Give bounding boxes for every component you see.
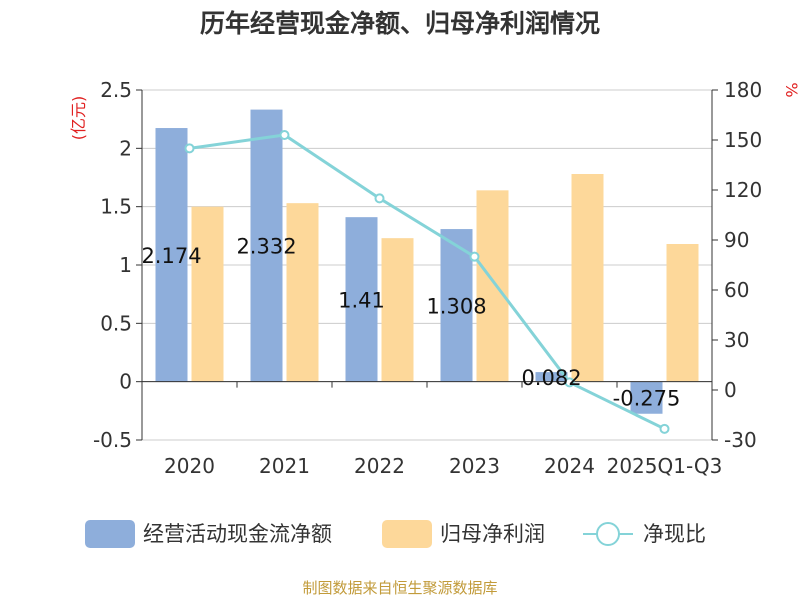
source-note: 制图数据来自恒生聚源数据库 xyxy=(302,579,497,597)
ratio-line xyxy=(189,133,666,431)
ratio-point xyxy=(564,377,575,388)
cashflow-data-label: -0.275 xyxy=(613,387,681,411)
ratio-line-layer xyxy=(184,130,670,434)
legend: 经营活动现金流净额 归母净利润 净现比 xyxy=(85,520,706,548)
cashflow-data-label: 2.332 xyxy=(236,235,296,259)
profit-bar xyxy=(476,190,509,382)
right-tick-label: 120 xyxy=(724,178,762,202)
cashflow-data-label: 1.308 xyxy=(426,294,486,318)
cashflow-bar xyxy=(440,229,473,382)
x-tick-label: 2021 xyxy=(259,454,310,478)
profit-bar xyxy=(381,238,414,382)
left-tick-label: 1 xyxy=(119,253,132,277)
legend-label-cashflow: 经营活动现金流净额 xyxy=(143,522,332,546)
cashflow-bar xyxy=(250,109,283,382)
cashflow-bar xyxy=(345,217,378,382)
left-tick-label: 0 xyxy=(119,370,132,394)
ratio-point xyxy=(184,143,195,154)
left-tick-label: 1.5 xyxy=(100,195,132,219)
x-tick-label: 2023 xyxy=(449,454,500,478)
right-tick-label: 0 xyxy=(724,378,737,402)
cashflow-bar xyxy=(155,128,188,382)
cashflow-data-label: 0.082 xyxy=(521,366,581,390)
x-axis-ticks: 2020 2021 2022 2023 2024 2025Q1-Q3 xyxy=(164,454,722,478)
cashflow-data-label: 1.41 xyxy=(338,288,385,312)
legend-swatch-ratio-marker xyxy=(596,522,620,546)
right-tick-label: -30 xyxy=(724,428,757,452)
left-axis-ticks: -0.5 0 0.5 1 1.5 2 2.5 xyxy=(93,78,142,452)
cashflow-data-label: 2.174 xyxy=(141,244,201,268)
right-tick-label: 60 xyxy=(724,278,749,302)
profit-bar xyxy=(666,244,699,382)
data-labels: 2.174 2.332 1.41 1.308 0.082 -0.275 xyxy=(141,235,680,411)
profit-bar xyxy=(571,174,604,382)
legend-swatch-cashflow xyxy=(85,520,135,548)
x-tick-label: 2020 xyxy=(164,454,215,478)
right-axis-unit: % xyxy=(782,82,800,97)
ratio-point xyxy=(374,193,385,204)
legend-swatch-profit xyxy=(382,520,432,548)
bars xyxy=(155,109,699,414)
left-tick-label: 2.5 xyxy=(100,78,132,102)
right-axis-ticks: -30 0 30 60 90 120 150 180 xyxy=(712,78,762,452)
left-axis-unit: (亿元) xyxy=(69,96,88,141)
cashflow-bar xyxy=(535,372,568,382)
axes xyxy=(141,90,713,440)
right-tick-label: 150 xyxy=(724,128,762,152)
x-tick-label: 2024 xyxy=(544,454,595,478)
ratio-point xyxy=(279,130,290,140)
right-tick-label: 180 xyxy=(724,78,762,102)
legend-label-ratio: 净现比 xyxy=(643,522,706,546)
x-tick-label: 2022 xyxy=(354,454,405,478)
right-tick-label: 30 xyxy=(724,328,749,352)
left-tick-label: -0.5 xyxy=(93,428,132,452)
left-tick-label: 0.5 xyxy=(100,311,132,335)
profit-bar xyxy=(286,203,319,382)
chart-title: 历年经营现金净额、归母净利润情况 xyxy=(200,9,600,38)
ratio-point xyxy=(469,251,480,262)
x-tick-label: 2025Q1-Q3 xyxy=(607,454,723,478)
legend-label-profit: 归母净利润 xyxy=(440,522,545,546)
right-tick-label: 90 xyxy=(724,228,749,252)
cashflow-bar xyxy=(630,381,663,414)
left-tick-label: 2 xyxy=(119,136,132,160)
ratio-point xyxy=(659,423,670,434)
profit-bar xyxy=(191,206,224,382)
